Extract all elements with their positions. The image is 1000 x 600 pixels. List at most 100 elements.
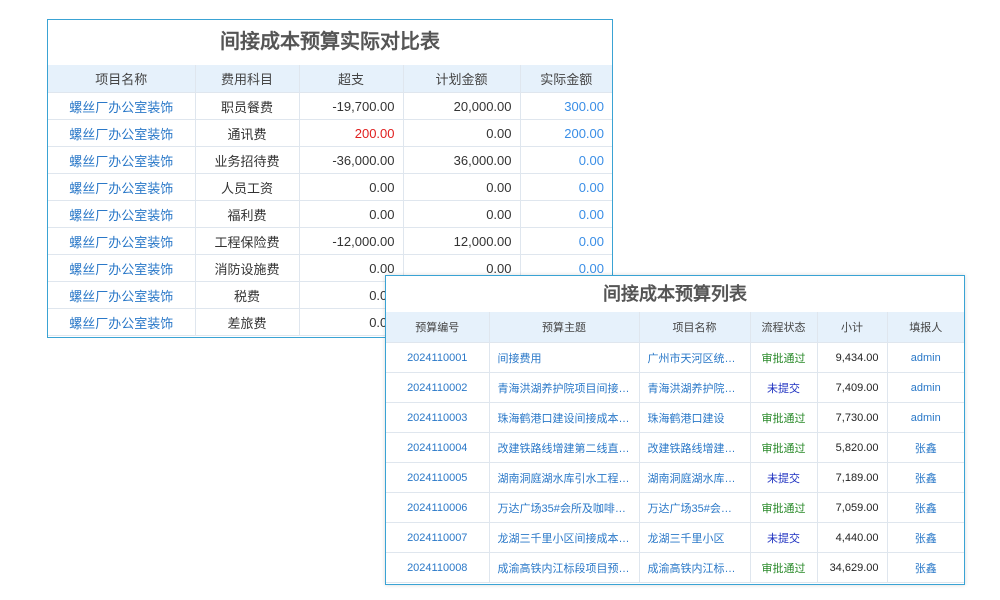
table-cell: 4,440.00: [816, 522, 888, 553]
table-title: 间接成本预算列表: [603, 284, 747, 304]
table-cell: 青海洪湖养护院项目间接…: [488, 372, 640, 403]
table-row: 螺丝厂办公室装饰 业务招待费 -36,000.00 36,000.00 0.00: [48, 146, 612, 174]
table-cell: -36,000.00: [298, 146, 404, 174]
table-cell: 间接费用: [488, 342, 640, 373]
table-cell: 螺丝厂办公室装饰: [48, 119, 196, 147]
table-cell: 0.00: [402, 200, 521, 228]
table-cell: 人员工资: [194, 173, 300, 201]
table-row: 2024110002 青海洪湖养护院项目间接… 青海洪湖养护院… 未提交 7,409.0…: [386, 372, 964, 403]
table-cell: 螺丝厂办公室装饰: [48, 200, 196, 228]
table-cell: admin: [886, 402, 964, 433]
table-cell: 通讯费: [194, 119, 300, 147]
table-cell: admin: [886, 342, 964, 373]
table-row: 2024110003 珠海鹤港口建设间接成本… 珠海鹤港口建设 审批通过 7,730.0…: [386, 402, 964, 433]
column-header: 预算主题: [488, 312, 640, 343]
column-header: 预算编号: [386, 312, 490, 343]
table-cell: 7,189.00: [816, 462, 888, 493]
table-cell: 12,000.00: [402, 227, 521, 255]
table-cell: 0.00: [402, 173, 521, 201]
table-cell: 2024110003: [386, 402, 490, 433]
table-cell: admin: [886, 372, 964, 403]
table-cell: 螺丝厂办公室装饰: [48, 308, 196, 336]
table-cell: -19,700.00: [298, 92, 404, 120]
table-cell: 消防设施费: [194, 254, 300, 282]
table-cell: 改建铁路线增建…: [638, 432, 751, 463]
table-cell: 湖南洞庭湖水库引水工程…: [488, 462, 640, 493]
header-row: 项目名称 费用科目 超支 计划金额 实际金额: [48, 65, 612, 93]
table-cell: 2024110006: [386, 492, 490, 523]
table-cell: 7,059.00: [816, 492, 888, 523]
table-cell: 职员餐费: [194, 92, 300, 120]
column-header: 实际金额: [519, 65, 612, 93]
table-cell: 龙湖三千里小区间接成本…: [488, 522, 640, 553]
table-row: 螺丝厂办公室装饰 福利费 0.00 0.00 0.00: [48, 200, 612, 228]
table-cell: 螺丝厂办公室装饰: [48, 92, 196, 120]
table-row: 2024110006 万达广场35#会所及咖啡… 万达广场35#会… 审批通过 7,05…: [386, 492, 964, 523]
table-cell: 200.00: [519, 119, 612, 147]
table-cell: 9,434.00: [816, 342, 888, 373]
table-cell: 未提交: [749, 462, 818, 493]
table-cell: 湖南洞庭湖水库…: [638, 462, 751, 493]
table-row: 2024110004 改建铁路线增建第二线直… 改建铁路线增建… 审批通过 5,820.…: [386, 432, 964, 463]
table-cell: 业务招待费: [194, 146, 300, 174]
table-cell: 万达广场35#会所及咖啡…: [488, 492, 640, 523]
table-cell: 成渝高铁内江标…: [638, 552, 751, 583]
table-row: 螺丝厂办公室装饰 通讯费 200.00 0.00 200.00: [48, 119, 612, 147]
column-header: 费用科目: [194, 65, 300, 93]
column-header: 小计: [816, 312, 888, 343]
table-cell: 5,820.00: [816, 432, 888, 463]
table-cell: 广州市天河区统…: [638, 342, 751, 373]
table-cell: 张鑫: [886, 462, 964, 493]
table-cell: 张鑫: [886, 432, 964, 463]
table-cell: 0.00: [402, 119, 521, 147]
table-cell: 未提交: [749, 372, 818, 403]
column-header: 项目名称: [48, 65, 196, 93]
table-cell: 审批通过: [749, 402, 818, 433]
table-cell: 20,000.00: [402, 92, 521, 120]
table-cell: 审批通过: [749, 342, 818, 373]
table-row: 螺丝厂办公室装饰 工程保险费 -12,000.00 12,000.00 0.00: [48, 227, 612, 255]
table-cell: 0.00: [519, 227, 612, 255]
table-cell: 螺丝厂办公室装饰: [48, 281, 196, 309]
table-cell: 张鑫: [886, 522, 964, 553]
table-cell: 200.00: [298, 119, 404, 147]
table-row: 2024110005 湖南洞庭湖水库引水工程… 湖南洞庭湖水库… 未提交 7,189.0…: [386, 462, 964, 493]
table-cell: 未提交: [749, 522, 818, 553]
table-cell: 张鑫: [886, 492, 964, 523]
table-cell: -12,000.00: [298, 227, 404, 255]
column-header: 计划金额: [402, 65, 521, 93]
column-header: 项目名称: [638, 312, 751, 343]
table-cell: 0.00: [519, 200, 612, 228]
table-cell: 7,730.00: [816, 402, 888, 433]
table-row: 2024110008 成渝高铁内江标段项目预… 成渝高铁内江标… 审批通过 34,629…: [386, 552, 964, 583]
column-header: 填报人: [886, 312, 964, 343]
table-row: 螺丝厂办公室装饰 人员工资 0.00 0.00 0.00: [48, 173, 612, 201]
table-cell: 0.00: [298, 200, 404, 228]
table-cell: 审批通过: [749, 432, 818, 463]
table-cell: 2024110001: [386, 342, 490, 373]
table-cell: 青海洪湖养护院…: [638, 372, 751, 403]
table-cell: 300.00: [519, 92, 612, 120]
table-cell: 差旅费: [194, 308, 300, 336]
table-row: 螺丝厂办公室装饰 职员餐费 -19,700.00 20,000.00 300.00: [48, 92, 612, 120]
table-cell: 工程保险费: [194, 227, 300, 255]
table-cell: 螺丝厂办公室装饰: [48, 173, 196, 201]
table-title: 间接成本预算实际对比表: [220, 31, 440, 53]
table-cell: 0.00: [519, 173, 612, 201]
table-cell: 7,409.00: [816, 372, 888, 403]
table-cell: 福利费: [194, 200, 300, 228]
table-cell: 龙湖三千里小区: [638, 522, 751, 553]
table-cell: 税费: [194, 281, 300, 309]
table-row: 2024110007 龙湖三千里小区间接成本… 龙湖三千里小区 未提交 4,440.00…: [386, 522, 964, 553]
table-cell: 36,000.00: [402, 146, 521, 174]
table: 预算编号 预算主题 项目名称 流程状态 小计 填报人 2024110001 间接费用 广州市天河…: [386, 312, 964, 583]
table-cell: 螺丝厂办公室装饰: [48, 146, 196, 174]
table-cell: 张鑫: [886, 552, 964, 583]
table-cell: 审批通过: [749, 552, 818, 583]
column-header: 流程状态: [749, 312, 818, 343]
table-cell: 2024110004: [386, 432, 490, 463]
table-cell: 2024110005: [386, 462, 490, 493]
table-cell: 34,629.00: [816, 552, 888, 583]
header-row: 预算编号 预算主题 项目名称 流程状态 小计 填报人: [386, 312, 964, 343]
table-cell: 螺丝厂办公室装饰: [48, 254, 196, 282]
